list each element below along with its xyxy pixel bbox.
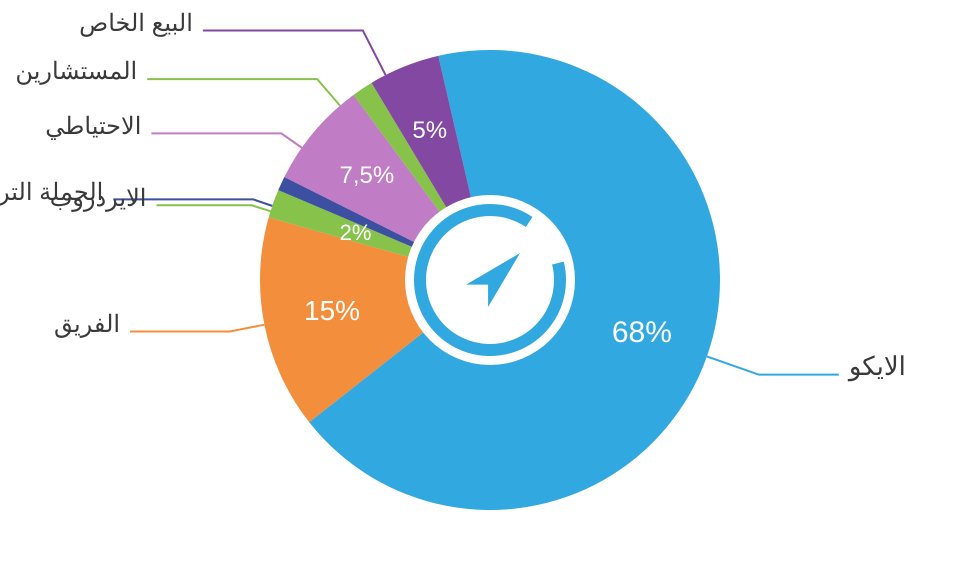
label-bounty: الحملة الترويجية [0, 178, 103, 207]
label-team: الفريق [54, 310, 120, 339]
slice-value-reserve: 7,5% [339, 162, 394, 190]
logo-arrow-icon [466, 253, 520, 307]
slice-value-ico: 68% [612, 316, 672, 350]
leader-airdrop [156, 205, 270, 211]
leader-team [130, 325, 264, 332]
leader-reserve [151, 133, 301, 147]
slice-value-airdrop: 2% [340, 220, 372, 246]
label-reserve: الاحتياطي [45, 112, 141, 141]
label-advisors: المستشارين [15, 57, 137, 86]
leader-advisors [147, 79, 340, 106]
slice-value-private_sale: 5% [412, 117, 447, 145]
label-private_sale: البيع الخاص [79, 9, 193, 38]
pie-chart-stage: 68%الايكو15%الفريق2%الايردروبالحملة التر… [0, 0, 979, 579]
label-ico: الايكو [849, 351, 906, 382]
logo-c-arrow-icon [405, 195, 575, 365]
leader-private_sale [203, 31, 386, 76]
center-logo [405, 195, 575, 365]
leader-ico [707, 356, 839, 374]
slice-value-team: 15% [304, 295, 360, 327]
